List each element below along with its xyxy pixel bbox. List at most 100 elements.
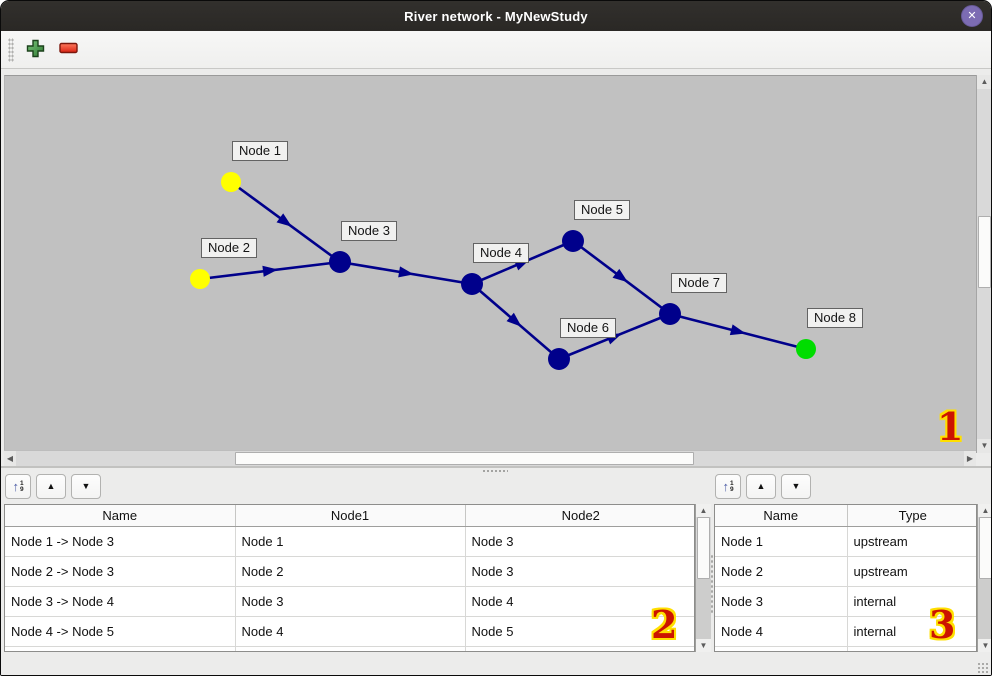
links-table-scrollbar[interactable]: ▲ ▼ (695, 504, 711, 652)
node-label[interactable]: Node 1 (232, 141, 288, 161)
nodes-table-body: Node 1 upstream Node 2 upstream Node 3 intern… (715, 526, 976, 651)
sort-ascending-icon: ↑ 1 9 (12, 479, 24, 494)
node-label[interactable]: Node 2 (201, 238, 257, 258)
table-row[interactable]: Node 3 internal (715, 586, 976, 617)
table-cell[interactable]: Node 5 (465, 616, 694, 647)
triangle-down-icon: ▼ (699, 640, 708, 650)
table-cell[interactable]: Node 3 (465, 526, 694, 557)
nodes-move-up-button[interactable]: ▲ (746, 474, 776, 499)
scroll-track[interactable] (978, 579, 991, 639)
splitter-handle[interactable] (482, 469, 508, 473)
network-node[interactable] (548, 348, 570, 370)
table-cell[interactable]: Node 4 (465, 586, 694, 617)
toolbar-drag-handle[interactable] (8, 37, 14, 62)
network-svg[interactable] (5, 76, 976, 450)
triangle-right-icon: ▶ (966, 453, 974, 463)
node-label[interactable]: Node 5 (574, 200, 630, 220)
table-cell[interactable]: internal (847, 616, 976, 647)
vertical-scroll-thumb[interactable] (697, 517, 710, 579)
close-button[interactable]: ✕ (961, 5, 983, 27)
network-node[interactable] (190, 269, 210, 289)
network-node[interactable] (221, 172, 241, 192)
minus-icon (58, 42, 78, 57)
triangle-up-icon: ▲ (981, 505, 990, 515)
scroll-up-button[interactable]: ▲ (696, 504, 711, 517)
table-row[interactable]: Node 1 upstream (715, 526, 976, 557)
table-cell[interactable]: internal (847, 586, 976, 617)
node-label[interactable]: Node 3 (341, 221, 397, 241)
column-header[interactable]: Node2 (465, 505, 694, 527)
status-strip (1, 653, 991, 675)
window-resize-grip[interactable] (977, 662, 989, 674)
network-node[interactable] (329, 251, 351, 273)
links-move-up-button[interactable]: ▲ (36, 474, 66, 499)
links-table-body: Node 1 -> Node 3 Node 1 Node 3 Node 2 -> No… (5, 526, 694, 651)
canvas-horizontal-scrollbar[interactable]: ◀ ▶ (4, 450, 976, 466)
column-header[interactable]: Node1 (235, 505, 466, 527)
table-cell[interactable]: Node 1 (715, 526, 848, 557)
table-row[interactable]: Node 1 -> Node 3 Node 1 Node 3 (5, 526, 694, 557)
column-header[interactable]: Name (715, 505, 848, 527)
table-cell[interactable]: Node 3 -> Node 4 (5, 586, 236, 617)
network-node[interactable] (461, 273, 483, 295)
table-cell[interactable]: Node 2 -> Node 3 (5, 556, 236, 587)
table-cell[interactable]: Node 1 -> Node 3 (5, 526, 236, 557)
nodes-sort-button[interactable]: ↑ 1 9 (715, 474, 741, 499)
table-cell[interactable]: Node 2 (235, 556, 466, 587)
node-label[interactable]: Node 6 (560, 318, 616, 338)
vertical-scroll-thumb[interactable] (979, 517, 991, 579)
table-splitter-handle[interactable] (710, 554, 714, 614)
nodes-table-scrollbar[interactable]: ▲ ▼ (977, 504, 991, 652)
flow-arrow-icon (276, 213, 292, 227)
table-cell (5, 646, 236, 651)
remove-button[interactable] (55, 37, 81, 63)
network-node[interactable] (796, 339, 816, 359)
table-cell[interactable]: Node 2 (715, 556, 848, 587)
scroll-down-button[interactable]: ▼ (696, 639, 711, 652)
table-row[interactable]: Node 4 internal (715, 616, 976, 647)
table-cell (465, 646, 694, 651)
title-bar[interactable]: River network - MyNewStudy ✕ (1, 1, 991, 31)
scroll-track[interactable] (696, 579, 711, 639)
nodes-move-down-button[interactable]: ▼ (781, 474, 811, 499)
canvas-vertical-scrollbar[interactable]: ▲ ▼ (976, 75, 991, 453)
triangle-down-icon: ▼ (81, 481, 91, 491)
table-cell[interactable]: upstream (847, 526, 976, 557)
network-canvas[interactable]: Node 1 Node 2 Node 3 Node 4 Node 5 Node 6 Node… (4, 75, 976, 450)
links-sort-button[interactable]: ↑ 1 9 (5, 474, 31, 499)
table-cell[interactable]: Node 1 (235, 526, 466, 557)
scroll-up-button[interactable]: ▲ (978, 504, 991, 517)
links-move-down-button[interactable]: ▼ (71, 474, 101, 499)
node-label[interactable]: Node 7 (671, 273, 727, 293)
triangle-down-icon: ▼ (980, 441, 989, 450)
scroll-left-button[interactable]: ◀ (4, 451, 16, 466)
scroll-right-button[interactable]: ▶ (964, 451, 976, 466)
table-cell[interactable]: upstream (847, 556, 976, 587)
vertical-scroll-thumb[interactable] (978, 216, 991, 288)
node-label[interactable]: Node 4 (473, 243, 529, 263)
horizontal-scroll-thumb[interactable] (235, 452, 694, 465)
column-header[interactable]: Name (5, 505, 236, 527)
table-row[interactable]: Node 3 -> Node 4 Node 3 Node 4 (5, 586, 694, 617)
column-header[interactable]: Type (847, 505, 976, 527)
network-node[interactable] (562, 230, 584, 252)
table-cell[interactable]: Node 3 (465, 556, 694, 587)
scroll-up-button[interactable]: ▲ (977, 75, 991, 89)
table-cell (235, 646, 466, 651)
add-button[interactable] (22, 37, 48, 63)
scroll-down-button[interactable]: ▼ (977, 439, 991, 453)
table-cell[interactable]: Node 4 (235, 616, 466, 647)
scroll-down-button[interactable]: ▼ (978, 639, 991, 652)
panel-divider (1, 466, 991, 468)
flow-arrow-icon (398, 266, 414, 278)
table-row[interactable]: Node 2 -> Node 3 Node 2 Node 3 (5, 556, 694, 587)
node-label[interactable]: Node 8 (807, 308, 863, 328)
table-row[interactable]: Node 4 -> Node 5 Node 4 Node 5 (5, 616, 694, 647)
table-cell[interactable]: Node 3 (235, 586, 466, 617)
network-node[interactable] (659, 303, 681, 325)
table-row[interactable]: Node 2 upstream (715, 556, 976, 587)
table-cell[interactable]: Node 3 (715, 586, 848, 617)
table-cell[interactable]: Node 4 -> Node 5 (5, 616, 236, 647)
nodes-table: Name Type Node 1 upstream Node 2 upstream Nod… (714, 504, 977, 652)
table-cell[interactable]: Node 4 (715, 616, 848, 647)
